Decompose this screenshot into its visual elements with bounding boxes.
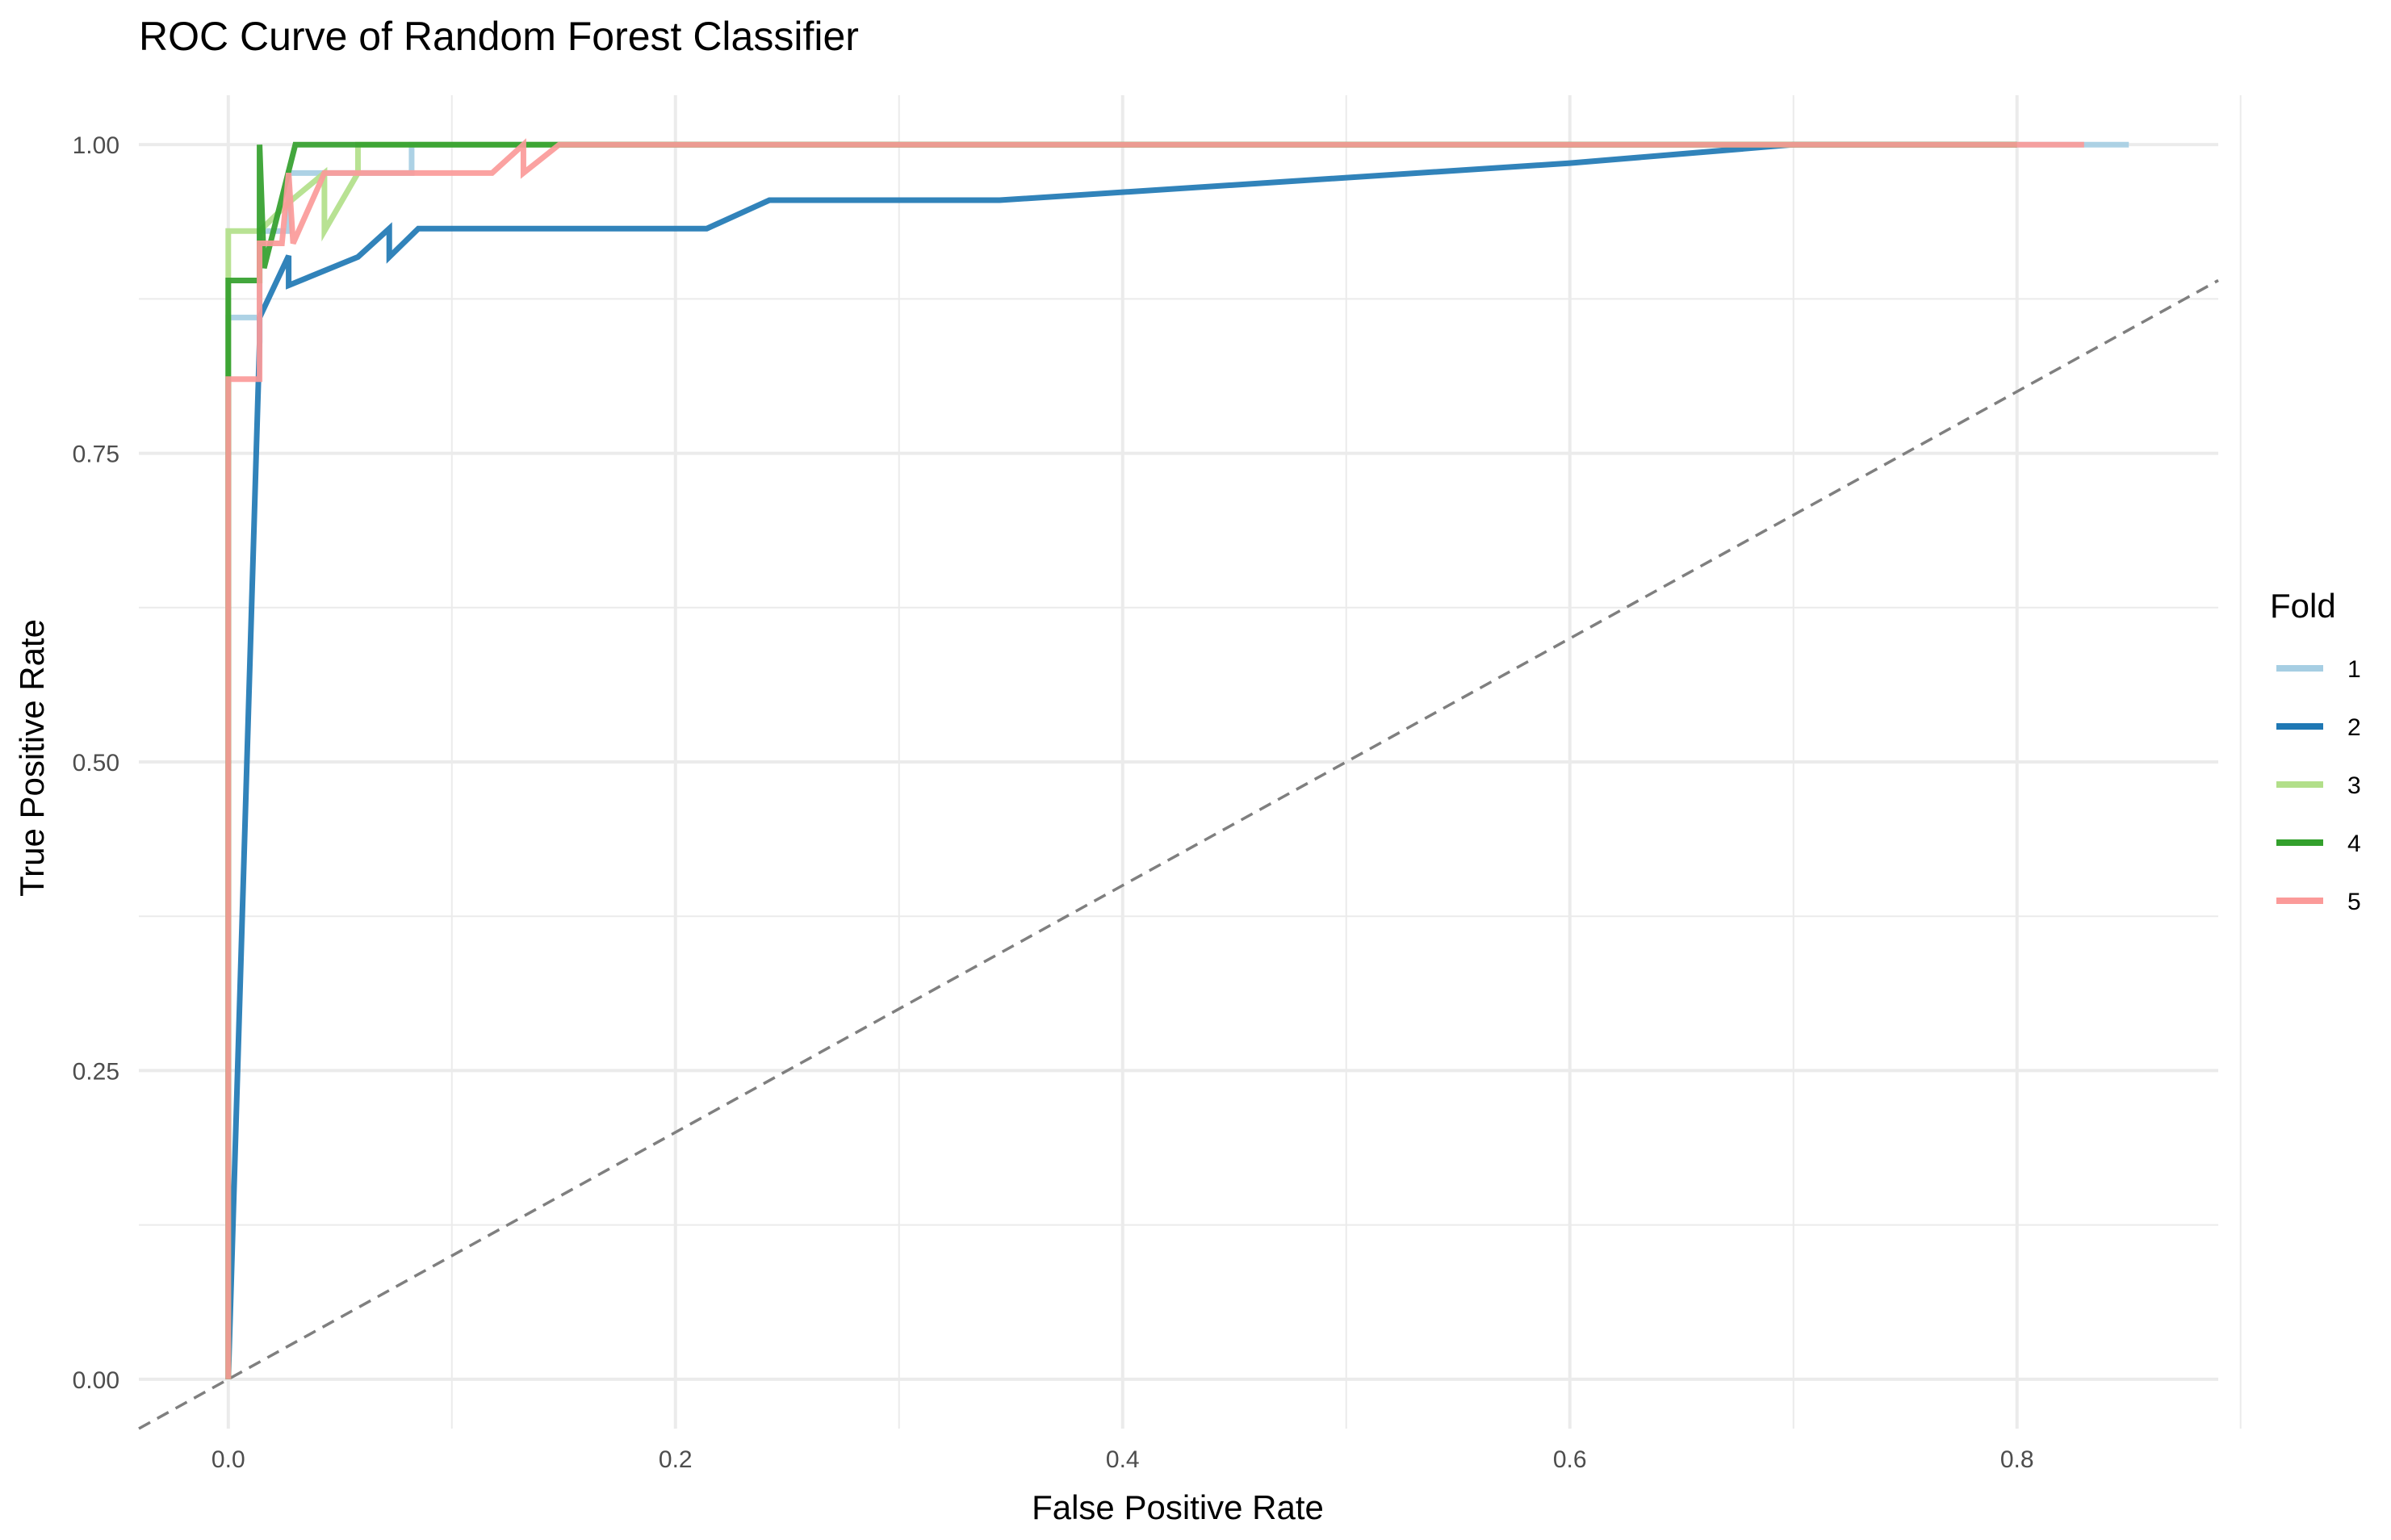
y-tick-label: 0.50 — [73, 750, 119, 776]
x-tick-label: 0.8 — [2000, 1446, 2034, 1473]
series-line-fold-4 — [225, 141, 2017, 1379]
series-lines — [225, 138, 2129, 1379]
x-tick-label: 0.2 — [659, 1446, 693, 1473]
grid-minor-lines — [139, 95, 2242, 1429]
x-tick-label: 0.4 — [1106, 1446, 1140, 1473]
legend-label-fold-5: 5 — [2347, 889, 2361, 915]
x-tick-label: 0.6 — [1553, 1446, 1587, 1473]
x-axis-title: False Positive Rate — [1032, 1488, 1324, 1526]
series-line-fold-2 — [225, 141, 2017, 1379]
legend-items: 1 2 3 4 5 — [2276, 656, 2361, 915]
legend-label-fold-1: 1 — [2347, 656, 2361, 683]
legend: Fold 1 2 3 4 5 — [2270, 587, 2361, 915]
legend-label-fold-3: 3 — [2347, 772, 2361, 799]
y-tick-label: 0.00 — [73, 1367, 119, 1394]
legend-label-fold-4: 4 — [2347, 831, 2361, 857]
legend-title: Fold — [2270, 587, 2336, 625]
x-tick-label: 0.0 — [211, 1446, 245, 1473]
y-tick-label: 1.00 — [73, 132, 119, 159]
y-tick-labels: 0.00 0.25 0.50 0.75 1.00 — [73, 132, 119, 1394]
x-tick-labels: 0.0 0.2 0.4 0.6 0.8 — [211, 1446, 2034, 1473]
y-tick-label: 0.75 — [73, 441, 119, 468]
reference-diagonal — [138, 278, 2219, 1430]
chart-title: ROC Curve of Random Forest Classifier — [139, 14, 859, 59]
y-axis-title: True Positive Rate — [13, 619, 51, 897]
reference-line — [138, 278, 2219, 1430]
y-tick-label: 0.25 — [73, 1058, 119, 1085]
legend-label-fold-2: 2 — [2347, 714, 2361, 741]
series-line-fold-5 — [225, 138, 2084, 1379]
